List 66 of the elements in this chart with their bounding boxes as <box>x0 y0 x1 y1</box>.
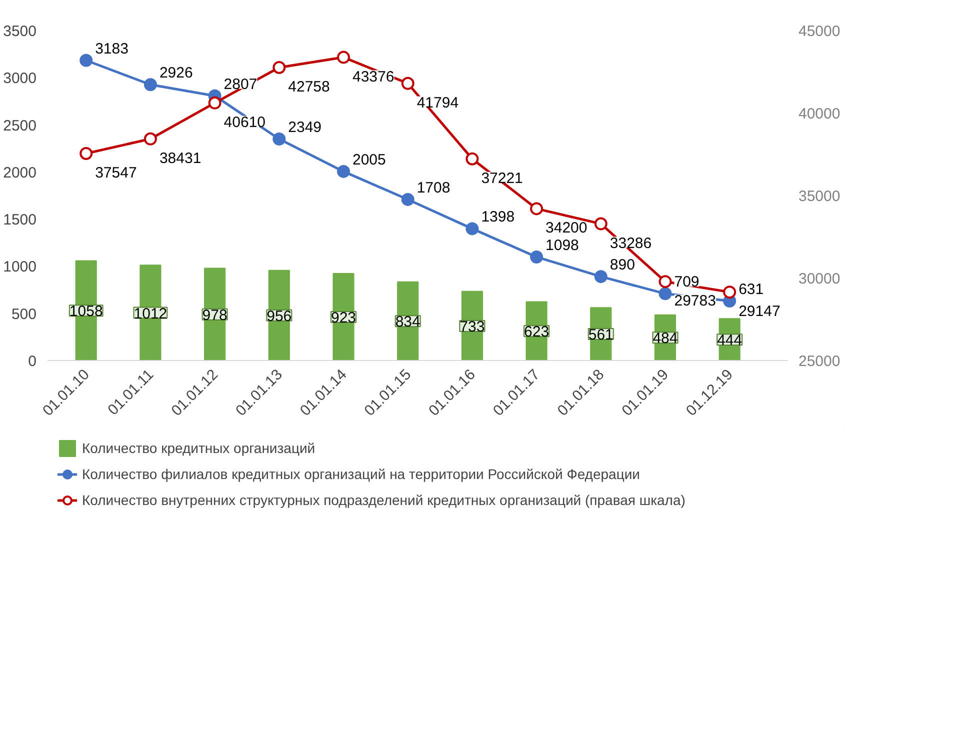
legend-label: Количество внутренних структурных подразделений кредитных организаций (правая шкала) <box>82 492 686 508</box>
data-label: 37547 <box>95 164 137 182</box>
data-label: 37221 <box>481 170 523 187</box>
y-tick-label: 1500 <box>3 212 37 229</box>
y2-tick-label: 45000 <box>798 23 840 40</box>
data-label: 38431 <box>159 150 202 167</box>
y-tick-label: 1000 <box>3 258 37 276</box>
data-label: 1398 <box>481 208 515 226</box>
point <box>144 78 157 92</box>
point <box>337 50 350 64</box>
data-label: 1708 <box>416 179 450 196</box>
data-label: 42758 <box>288 78 330 96</box>
data-label: 29783 <box>674 292 716 310</box>
point <box>530 250 544 264</box>
legend-label: Количество филиалов кредитных организаций на территории Российской Федерации <box>82 466 640 482</box>
y2-tick-label: 40000 <box>798 106 840 122</box>
y2-tick-label: 35000 <box>798 188 840 205</box>
data-label: 2349 <box>288 119 322 136</box>
data-label: 1098 <box>546 236 579 254</box>
data-label: 1058 <box>69 303 103 320</box>
data-label: 34200 <box>546 220 588 237</box>
data-label: 40610 <box>224 114 266 131</box>
legend-label: Количество кредитных организаций <box>82 440 316 456</box>
data-label: 733 <box>460 318 485 336</box>
point <box>272 132 286 146</box>
point <box>80 146 93 160</box>
data-label: 41794 <box>416 94 459 112</box>
data-label: 890 <box>610 256 635 274</box>
data-label: 623 <box>524 324 550 341</box>
y-tick-label: 2000 <box>3 164 37 182</box>
point <box>594 270 608 284</box>
data-label: 2926 <box>159 64 193 82</box>
data-label: 3183 <box>95 40 128 58</box>
y-tick-label: 3000 <box>3 70 37 88</box>
point <box>337 164 350 178</box>
point <box>466 222 479 236</box>
point <box>401 192 414 206</box>
point <box>594 217 608 230</box>
point <box>466 152 479 166</box>
data-label: 29147 <box>738 303 780 320</box>
point <box>530 202 544 216</box>
data-label: 43376 <box>352 68 394 86</box>
y-tick-label: 0 <box>28 353 36 370</box>
data-label: 978 <box>202 306 228 324</box>
y-tick-label: 500 <box>11 306 37 323</box>
point <box>658 287 672 300</box>
data-label: 2005 <box>352 151 386 168</box>
point <box>272 61 286 74</box>
point <box>658 275 672 288</box>
point <box>208 96 222 110</box>
point <box>144 132 157 146</box>
point <box>723 286 736 299</box>
y2-tick-label: 25000 <box>798 353 840 370</box>
data-label: 1012 <box>134 305 168 322</box>
y-tick-label: 2500 <box>3 117 37 134</box>
y2-tick-label: 30000 <box>798 270 840 288</box>
data-label: 956 <box>266 308 292 325</box>
data-label: 631 <box>738 281 764 298</box>
data-label: 2807 <box>224 76 258 93</box>
data-label: 709 <box>674 274 700 291</box>
data-label: 834 <box>395 314 420 331</box>
y-tick-label: 3500 <box>3 23 37 40</box>
point <box>80 54 93 67</box>
data-label: 33286 <box>610 234 652 252</box>
point <box>401 76 414 90</box>
data-label: 484 <box>652 330 678 348</box>
